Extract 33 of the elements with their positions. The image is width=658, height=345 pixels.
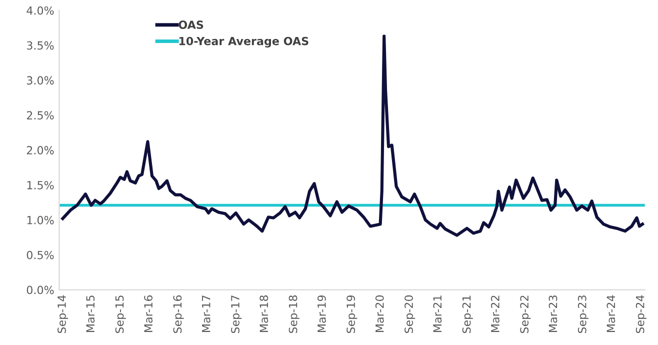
y-tick-label: 4.0% [26,6,54,15]
x-tick-label: Sep-21 [462,296,473,334]
x-tick-label: Sep-14 [58,295,68,334]
x-tick-label: Mar-19 [317,295,326,332]
y-tick-label: 0.0% [26,286,54,294]
y-tick-label: 3.0% [26,76,54,85]
x-tick-label: Mar-15 [86,296,95,332]
x-tick-label: Mar-21 [433,296,442,332]
x-tick-label: Mar-22 [491,296,500,332]
line-series [61,34,644,237]
x-tick-label: Mar-23 [548,296,558,332]
y-tick-label: 1.0% [27,216,54,224]
y-tick-label: 2.5% [26,111,54,120]
x-tick-label: Sep-24 [636,295,646,334]
y-tick-label: 3.5% [26,41,54,50]
x-tick-label: Sep-18 [288,295,300,334]
x-tick-label: Mar-16 [144,295,153,332]
x-tick-label: Sep-20 [404,295,416,334]
legend-label: 10-Year Average OAS [179,36,308,48]
x-tick-label: Sep-19 [346,295,358,334]
x-tick-label: Mar-17 [202,296,210,332]
y-tick-label: 2.0% [26,146,54,154]
y-tick-label: 1.5% [27,180,54,190]
y-tick-label: 0.5% [26,250,54,260]
legend-label: OAS [178,20,204,29]
x-tick-label: Sep-15 [115,296,126,334]
x-tick-label: Sep-16 [173,295,184,334]
x-tick-label: Sep-22 [520,296,531,334]
x-tick-label: Sep-17 [231,296,242,334]
x-tick-label: Sep-23 [578,296,588,334]
x-tick-label: Mar-20 [375,295,384,332]
x-tick-label: Mar-24 [606,295,616,332]
x-tick-label: Mar-18 [260,295,268,332]
